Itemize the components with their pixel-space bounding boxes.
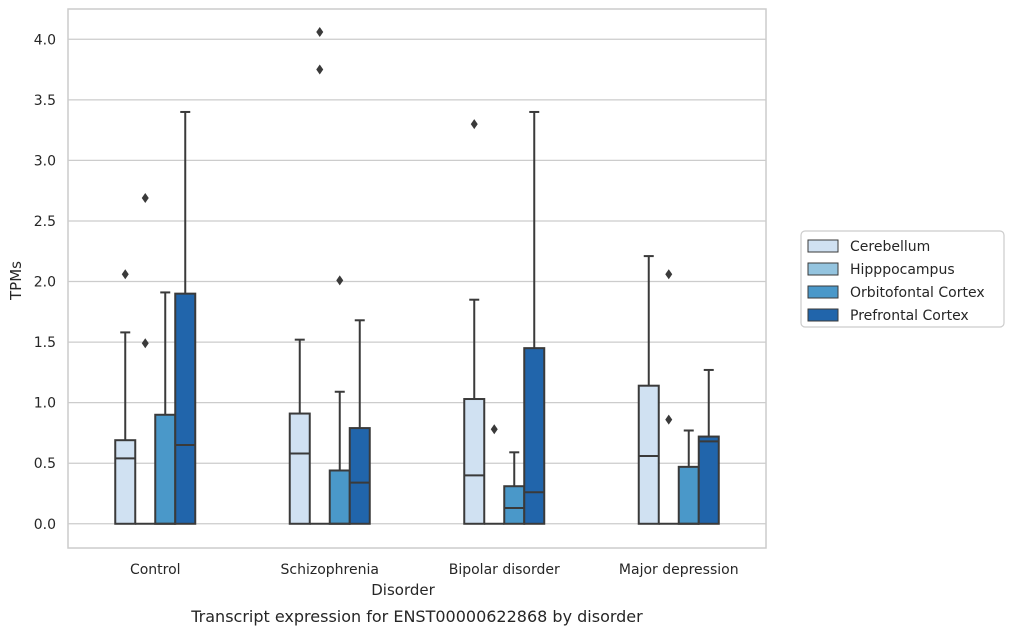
box-orbitofontal-cortex <box>154 291 177 525</box>
box-body <box>523 347 546 525</box>
box-body <box>328 469 351 525</box>
legend-swatch <box>807 239 839 253</box>
legend: Cerebellum Hipppocampus Orbitofontal Corte… <box>800 230 1005 328</box>
box-body <box>154 413 177 525</box>
y-axis-title: TPMs <box>7 261 25 301</box>
legend-label: Cerebellum <box>850 239 930 255</box>
y-tick-label: 0.0 <box>34 517 56 533</box>
box-hipppocampus <box>658 269 679 525</box>
outlier-point <box>141 338 149 349</box>
outlier-point <box>316 64 324 75</box>
y-tick-label: 1.0 <box>34 396 56 412</box>
outlier-point <box>316 27 324 38</box>
outlier-point <box>121 269 129 280</box>
legend-label: Orbitofontal Cortex <box>850 285 985 301</box>
box-prefrontal-cortex <box>697 368 720 525</box>
box-body <box>174 292 197 525</box>
outlier-point <box>141 192 149 203</box>
box-body <box>114 439 137 525</box>
box-prefrontal-cortex <box>174 110 197 525</box>
y-tick-label: 4.0 <box>34 32 56 48</box>
outlier-point <box>470 119 478 130</box>
box-hipppocampus <box>484 424 505 525</box>
box-orbitofontal-cortex <box>328 275 351 525</box>
legend-frame <box>800 230 1005 328</box>
outlier-point <box>490 424 498 435</box>
box-body <box>677 465 700 525</box>
legend-swatch <box>807 308 839 322</box>
box-body <box>697 435 720 525</box>
box-prefrontal-cortex <box>523 110 546 525</box>
box-orbitofontal-cortex <box>677 429 700 525</box>
x-axis-title: Disorder <box>371 581 435 599</box>
box-body <box>348 427 371 525</box>
box-hipppocampus <box>309 27 330 525</box>
legend-swatch <box>807 262 839 276</box>
outlier-point <box>665 414 673 425</box>
box-body <box>463 398 486 525</box>
legend-swatch <box>807 285 839 299</box>
box-body <box>637 384 660 525</box>
plot-frame <box>67 8 767 549</box>
x-tick-label: Major depression <box>619 562 739 578</box>
box-cerebellum <box>288 338 311 525</box>
box-plot-marks <box>114 27 720 525</box>
chart-caption: Transcript expression for ENST0000062286… <box>190 607 643 626</box>
box-cerebellum <box>114 269 137 525</box>
legend-label: Prefrontal Cortex <box>850 308 969 324</box>
y-tick-label: 3.0 <box>34 153 56 169</box>
box-prefrontal-cortex <box>348 319 371 525</box>
y-tick-label: 3.5 <box>34 93 56 109</box>
box-body <box>503 485 526 525</box>
y-tick-label: 0.5 <box>34 456 56 472</box>
box-cerebellum <box>463 119 486 525</box>
x-axis-ticks: Control Schizophrenia Bipolar disorder Majo… <box>130 562 739 578</box>
box-hipppocampus <box>135 192 156 525</box>
box-body <box>288 412 311 525</box>
outlier-point <box>665 269 673 280</box>
x-tick-label: Bipolar disorder <box>449 562 560 578</box>
y-axis-ticks: 0.0 0.5 1.0 1.5 2.0 2.5 3.0 3.5 4.0 <box>34 32 56 532</box>
x-tick-label: Schizophrenia <box>281 562 379 578</box>
outlier-point <box>336 275 344 286</box>
box-cerebellum <box>637 255 660 525</box>
legend-label: Hipppocampus <box>850 262 955 278</box>
y-tick-label: 1.5 <box>34 335 56 351</box>
y-tick-label: 2.5 <box>34 214 56 230</box>
x-tick-label: Control <box>130 562 181 578</box>
y-tick-label: 2.0 <box>34 275 56 291</box>
